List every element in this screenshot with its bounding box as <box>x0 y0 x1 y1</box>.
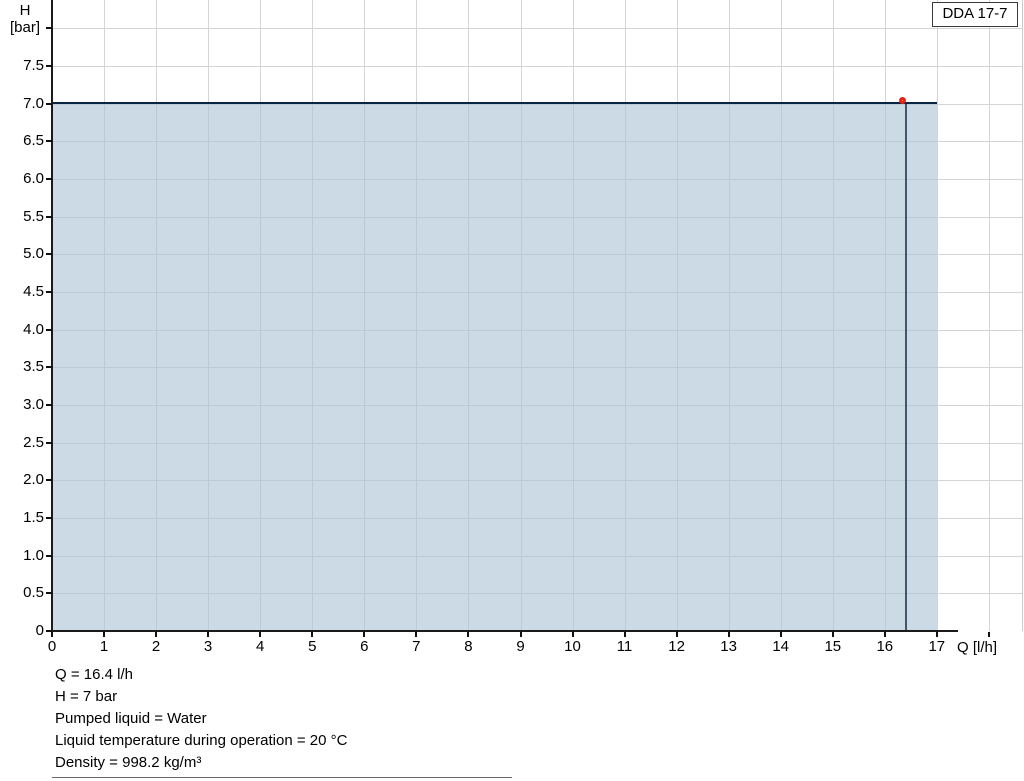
x-tick-label: 0 <box>47 638 57 655</box>
x-tick-label: 16 <box>876 638 894 655</box>
y-tick <box>46 630 52 632</box>
model-badge: DDA 17-7 <box>932 2 1018 27</box>
x-tick <box>155 632 158 637</box>
x-gridline <box>988 0 990 631</box>
x-tick <box>103 632 105 637</box>
info-line-liquid-temperature: Liquid temperature during operation = 20… <box>55 732 348 749</box>
bottom-divider <box>52 777 512 778</box>
y-gridline <box>52 66 1023 67</box>
x-tick-label: 1 <box>99 638 109 655</box>
y-tick-label: 2.5 <box>23 433 44 451</box>
x-tick <box>207 632 210 637</box>
x-tick <box>51 632 53 637</box>
x-tick-label: 10 <box>564 638 581 655</box>
x-tick <box>363 632 366 637</box>
y-tick-label: 7.0 <box>23 94 44 112</box>
x-tick-label: 4 <box>256 638 265 655</box>
y-tick <box>46 215 52 218</box>
info-line-density: Density = 998.2 kg/m³ <box>55 754 202 771</box>
y-axis-title: H <box>19 2 31 19</box>
x-tick-label: 11 <box>616 638 633 655</box>
x-tick-label: 3 <box>203 638 213 655</box>
x-gridline <box>936 0 938 631</box>
x-tick <box>623 632 626 637</box>
y-gridline <box>52 28 1023 30</box>
y-tick <box>46 404 52 406</box>
y-tick <box>46 554 52 557</box>
x-tick <box>519 632 522 637</box>
y-tick <box>46 291 52 293</box>
y-tick-label: 0.5 <box>23 584 44 602</box>
x-tick <box>675 632 678 637</box>
y-tick <box>46 27 52 30</box>
info-line-pumped-liquid: Pumped liquid = Water <box>55 710 207 727</box>
y-tick-label: 1.5 <box>23 509 44 526</box>
x-tick-label: 6 <box>360 638 369 655</box>
y-tick-label: 6.5 <box>23 132 44 150</box>
x-tick-label: 13 <box>720 638 737 655</box>
x-tick-label: 14 <box>772 638 790 655</box>
y-tick <box>46 592 52 595</box>
x-tick-label: 12 <box>668 638 685 655</box>
x-tick <box>987 632 990 637</box>
y-tick <box>46 328 52 331</box>
x-tick-label: 9 <box>516 638 525 655</box>
y-tick <box>46 65 52 67</box>
y-tick <box>46 140 52 143</box>
y-tick-label: 0 <box>35 622 44 639</box>
x-tick-label: 2 <box>151 638 161 655</box>
x-tick-label: 7 <box>412 638 421 655</box>
duty-info-block: Q = 16.4 l/h H = 7 bar Pumped liquid = W… <box>55 664 347 774</box>
plot-right-border <box>1022 0 1023 631</box>
x-tick <box>831 632 834 637</box>
y-tick <box>46 517 52 519</box>
x-tick-label: 8 <box>464 638 473 655</box>
y-tick <box>46 253 52 256</box>
y-tick-label: 5.0 <box>23 245 44 263</box>
x-tick <box>467 632 470 637</box>
x-tick <box>883 632 886 637</box>
y-tick-label: 6.0 <box>23 170 44 187</box>
x-tick <box>415 632 418 637</box>
y-tick-label: 7.5 <box>23 57 44 74</box>
y-tick <box>46 178 52 180</box>
y-tick-label: 3.5 <box>23 358 44 376</box>
duty-point-marker[interactable] <box>899 97 907 105</box>
y-tick <box>46 441 52 444</box>
duty-point-drop-line <box>904 103 907 631</box>
info-line-head: H = 7 bar <box>55 688 118 705</box>
y-tick <box>46 102 52 105</box>
y-tick-label: 3.0 <box>23 396 44 413</box>
x-tick <box>311 632 314 637</box>
y-tick-label: 1.0 <box>23 546 44 564</box>
pump-curve-line <box>52 101 937 104</box>
x-tick <box>727 632 730 637</box>
x-tick <box>571 632 574 637</box>
x-tick <box>779 632 782 637</box>
x-tick <box>935 632 938 637</box>
y-tick <box>46 366 52 369</box>
x-tick <box>259 632 262 637</box>
y-axis-line <box>51 0 53 632</box>
y-tick-label: 4.0 <box>23 320 44 338</box>
curve-area-fill <box>52 103 937 631</box>
y-axis-unit: [bar] <box>9 19 40 36</box>
x-axis-title: Q [l/h] <box>957 639 998 656</box>
y-tick-label: 5.5 <box>23 207 44 225</box>
info-line-flow: Q = 16.4 l/h <box>55 666 133 683</box>
x-axis-line <box>47 630 958 632</box>
y-tick-label: 4.5 <box>23 283 44 300</box>
x-tick-label: 17 <box>928 638 946 655</box>
x-tick-label: 5 <box>308 638 317 655</box>
y-tick <box>46 479 52 482</box>
y-tick-label: 2.0 <box>23 471 44 489</box>
x-tick-label: 15 <box>824 638 842 655</box>
